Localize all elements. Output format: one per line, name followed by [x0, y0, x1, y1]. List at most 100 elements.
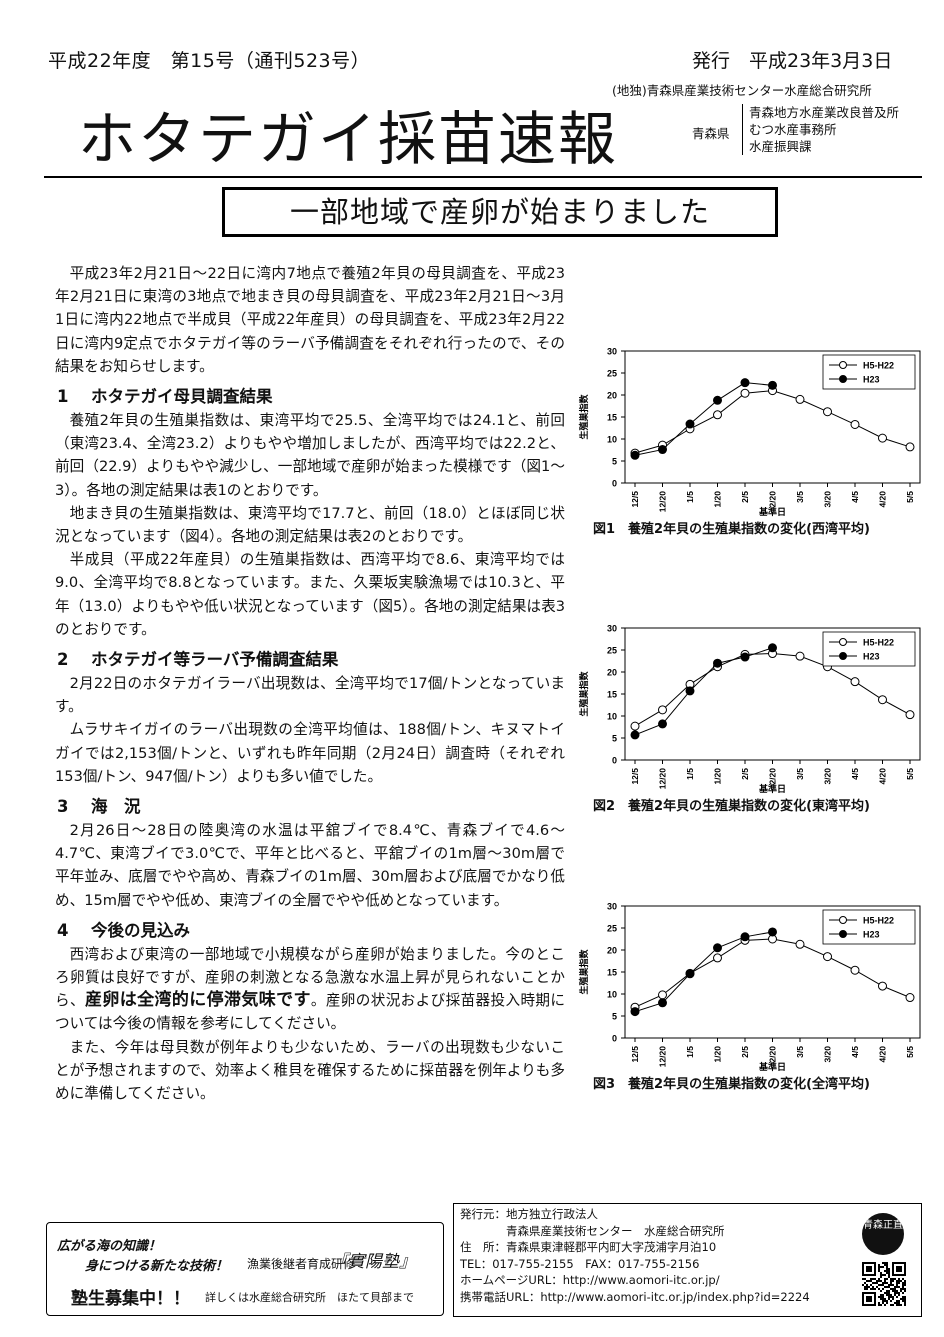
qr-module	[872, 1286, 874, 1288]
data-point	[823, 952, 832, 962]
y-axis-label: 生殖巣指数	[578, 949, 590, 995]
qr-module	[880, 1304, 882, 1306]
qr-module	[898, 1278, 900, 1280]
qr-module	[882, 1262, 884, 1264]
qr-module	[896, 1302, 898, 1304]
qr-module	[886, 1282, 888, 1284]
x-tick-label: 3/20	[823, 1046, 833, 1063]
data-point	[630, 721, 640, 731]
qr-module	[904, 1282, 906, 1284]
qr-module	[880, 1266, 882, 1268]
x-tick-label: 4/20	[878, 768, 888, 785]
qr-module	[892, 1278, 894, 1280]
qr-module	[900, 1288, 902, 1290]
qr-module	[888, 1272, 890, 1274]
x-tick-label: 12/20	[658, 768, 668, 790]
legend-marker	[839, 375, 847, 383]
qr-module	[882, 1274, 884, 1276]
publisher-org: (地独)青森県産業技術センター水産総合研究所	[612, 83, 872, 98]
data-point	[878, 981, 887, 991]
qr-module	[888, 1294, 890, 1296]
qr-module	[904, 1300, 906, 1302]
qr-module	[888, 1268, 890, 1270]
data-point	[823, 407, 832, 417]
y-tick-label: 20	[607, 391, 617, 401]
x-tick-label: 3/5	[795, 768, 805, 780]
qr-module	[896, 1290, 898, 1292]
data-point	[658, 719, 667, 729]
qr-module	[878, 1266, 880, 1268]
x-tick-label: 4/20	[878, 1046, 888, 1063]
y-tick-label: 25	[607, 369, 617, 379]
data-point	[685, 419, 695, 429]
data-point	[713, 395, 722, 405]
data-point	[740, 932, 750, 942]
y-tick-label: 10	[607, 435, 617, 445]
data-point	[905, 442, 915, 452]
qr-code-icon[interactable]	[862, 1262, 906, 1306]
qr-module	[878, 1284, 880, 1286]
y-tick-label: 30	[607, 624, 617, 634]
qr-module	[884, 1292, 886, 1294]
contact-homepage-link[interactable]: ホームページURL：http://www.aomori-itc.or.jp/	[460, 1273, 720, 1287]
qr-module	[882, 1284, 884, 1286]
section-number: 2	[57, 650, 69, 670]
qr-module	[894, 1294, 896, 1296]
chart-3: 0 5 10 15 20 25 30 12/5 12/20 1/5 1/20 2/5 2/20 3/5 3/…	[575, 898, 935, 1103]
qr-module	[868, 1280, 870, 1282]
qr-module	[882, 1302, 884, 1304]
qr-finder	[866, 1266, 872, 1272]
data-point	[905, 710, 915, 720]
qr-module	[870, 1280, 872, 1282]
issue-date: 発行 平成23年3月3日	[692, 50, 893, 72]
data-point	[768, 380, 777, 390]
chart-2: 0 5 10 15 20 25 30 12/5 12/20 1/5 1/20 2/5 2/20 3/5 3/…	[575, 620, 935, 825]
qr-module	[886, 1270, 888, 1272]
x-tick-label: 12/5	[630, 768, 640, 785]
promo-recruit: 塾生募集中！！	[71, 1289, 190, 1309]
qr-module	[876, 1280, 878, 1282]
promo-contact-note: 詳しくは水産総合研究所 ほたて貝部まで	[205, 1291, 414, 1304]
data-point	[713, 943, 722, 953]
data-point	[850, 419, 860, 429]
qr-module	[890, 1294, 892, 1296]
qr-module	[886, 1302, 888, 1304]
qr-module	[896, 1280, 898, 1282]
data-point	[878, 695, 887, 705]
qr-module	[904, 1280, 906, 1282]
qr-finder	[866, 1296, 872, 1302]
qr-module	[902, 1296, 904, 1298]
qr-module	[888, 1286, 890, 1288]
qr-module	[884, 1300, 886, 1302]
contact-org: 青森県産業技術センター 水産総合研究所	[506, 1223, 725, 1238]
y-tick-label: 20	[607, 946, 617, 956]
x-tick-label: 3/5	[795, 1046, 805, 1058]
qr-module	[890, 1278, 892, 1280]
qr-module	[894, 1290, 896, 1292]
qr-module	[884, 1282, 886, 1284]
qr-module	[902, 1278, 904, 1280]
qr-module	[866, 1280, 868, 1282]
qr-module	[870, 1278, 872, 1280]
header-divider	[44, 176, 922, 178]
x-tick-label: 12/5	[630, 491, 640, 508]
x-tick-label: 2/5	[740, 1046, 750, 1058]
x-tick-label: 4/5	[850, 768, 860, 780]
qr-module	[862, 1284, 864, 1286]
x-tick-label: 12/20	[658, 491, 668, 513]
qr-module	[902, 1286, 904, 1288]
qr-module	[878, 1302, 880, 1304]
qr-module	[882, 1300, 884, 1302]
x-tick-label: 1/20	[713, 1046, 723, 1063]
data-point	[713, 953, 722, 963]
legend-label: H5-H22	[863, 916, 894, 926]
qr-module	[880, 1296, 882, 1298]
promo-program: 漁業後継者育成研修	[247, 1257, 356, 1271]
contact-mobile-link[interactable]: 携帯電話URL：http://www.aomori-itc.or.jp/inde…	[460, 1289, 810, 1304]
qr-module	[898, 1292, 900, 1294]
legend-box	[822, 631, 916, 667]
paragraph: また、今年は母貝数が例年よりも少ないため、ラーバの出現数も少ないことが予想されま…	[55, 1038, 565, 1103]
qr-module	[878, 1304, 880, 1306]
qr-module	[894, 1302, 896, 1304]
y-tick-label: 5	[612, 1012, 617, 1022]
